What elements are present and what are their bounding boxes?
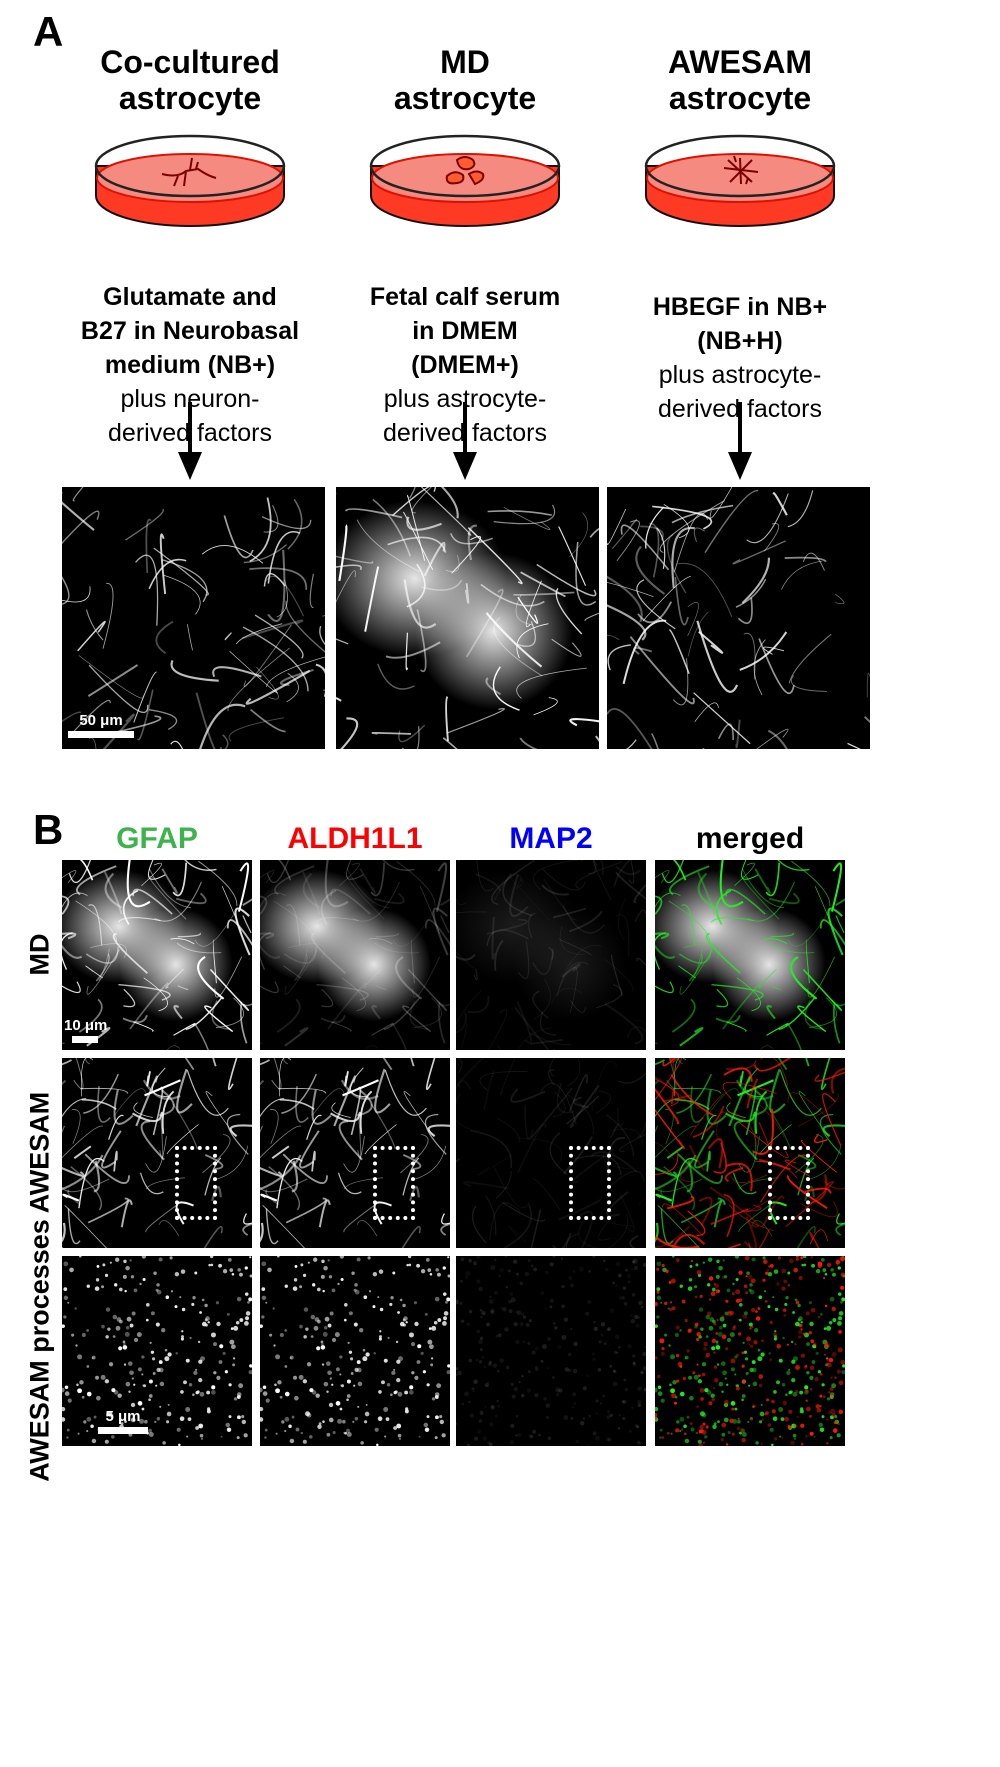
scale-bar-label: 10 μm [64, 1017, 108, 1034]
column-title: astrocyte [668, 80, 812, 116]
branched-astrocyte-icon [161, 157, 217, 187]
micrograph-0-1 [260, 860, 450, 1050]
channel-header-merged: merged [695, 822, 805, 855]
condition-column: MD astrocyte Fetal calf serum in DMEM (DMEM… [315, 44, 615, 450]
column-title: AWESAM [668, 44, 812, 80]
channel-header-gfap: GFAP [116, 822, 198, 855]
scale-bar-line [72, 1036, 98, 1043]
row-label: AWESAM processes [24, 1219, 55, 1482]
condition-medium: in DMEM [412, 317, 518, 345]
micrograph-0-0 [62, 860, 252, 1050]
co-cultured-image [62, 487, 325, 749]
condition-medium: (NB+H) [697, 327, 783, 355]
micrograph-2-0 [62, 1256, 252, 1446]
condition-medium: (DMEM+) [411, 351, 519, 379]
scale-bar-line [98, 1427, 148, 1434]
scale-bar-label: 50 μm [79, 712, 123, 729]
condition-medium: Fetal calf serum [369, 283, 561, 311]
condition-medium: B27 in Neurobasal [80, 317, 300, 345]
micrograph-1-3 [655, 1058, 845, 1248]
condition-medium: Glutamate and [103, 283, 277, 311]
petri-dish-icon [590, 116, 890, 286]
column-title: astrocyte [118, 80, 262, 116]
micrograph-0-2 [456, 860, 646, 1050]
down-arrow-icon [453, 402, 477, 480]
panel-a-label: A [33, 8, 64, 55]
micrograph-1-1 [260, 1058, 450, 1248]
panel-b-label: B [33, 806, 64, 853]
condition-column: Co-cultured astrocyte Glutamate and B27 in… [40, 44, 340, 450]
zoom-region-box [175, 1146, 217, 1220]
scale-bar: 50 μm [68, 712, 134, 738]
condition-medium: HBEGF in NB+ [652, 293, 828, 321]
scale-bar-line [68, 731, 134, 738]
down-arrow-icon [728, 402, 752, 480]
scale-bar: 5 μm [98, 1408, 148, 1434]
petri-dish-icon [315, 116, 615, 286]
zoom-region-box [768, 1146, 810, 1220]
column-title: Co-cultured [100, 44, 280, 80]
star-astrocyte-icon [723, 155, 759, 185]
micrograph-2-1 [260, 1256, 450, 1446]
condition-medium: medium (NB+) [104, 351, 276, 379]
awesam-image [607, 487, 870, 749]
scale-bar: 10 μm [64, 1017, 107, 1043]
condition-factors: plus astrocyte- [658, 361, 822, 389]
petri-dish-icon [40, 116, 340, 286]
column-title: astrocyte [393, 80, 537, 116]
md-image [336, 487, 599, 749]
flat-cells-icon [445, 156, 485, 186]
micrograph-0-3 [655, 860, 845, 1050]
micrograph-2-3 [655, 1256, 845, 1446]
channel-header-map2: MAP2 [509, 822, 593, 855]
channel-header-aldh1l1: ALDH1L1 [287, 822, 423, 855]
micrograph-1-2 [456, 1058, 646, 1248]
scale-bar-label: 5 μm [105, 1408, 141, 1425]
down-arrow-icon [178, 402, 202, 480]
condition-column: AWESAM astrocyte HBEGF in NB+ (NB+H) plus a… [590, 44, 890, 426]
micrograph-1-0 [62, 1058, 252, 1248]
column-title: MD [440, 44, 490, 80]
zoom-region-box [569, 1146, 611, 1220]
zoom-region-box [373, 1146, 415, 1220]
micrograph-2-2 [456, 1256, 646, 1446]
